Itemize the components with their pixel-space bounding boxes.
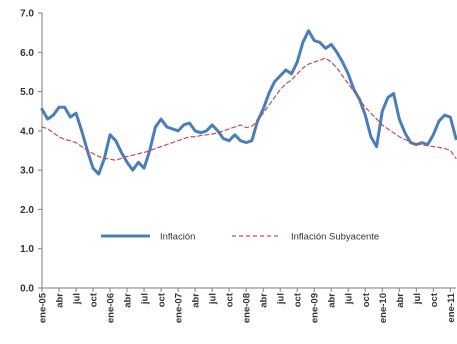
- x-tick-label: ene-08: [242, 293, 253, 323]
- x-tick-label: ene-11: [446, 292, 457, 322]
- x-tick-label: abr: [123, 293, 134, 308]
- x-tick-label: oct: [89, 292, 100, 307]
- x-tick-label: jul: [208, 293, 219, 305]
- y-tick-label: 5.0: [20, 87, 34, 98]
- x-tick-label: oct: [361, 292, 372, 307]
- series-line-inflacion: [40, 29, 457, 176]
- y-tick-label: 1.0: [20, 244, 34, 255]
- x-tick-label: jul: [412, 293, 423, 305]
- x-tick-label: jul: [140, 293, 151, 305]
- x-tick-label: ene-10: [378, 293, 389, 323]
- x-axis: ene-05 abr jul oct ene-06 abr jul oct ene-07 abr j…: [38, 287, 457, 323]
- x-tick-label: ene-09: [310, 293, 321, 323]
- series-line-inflacion-subyacente: [41, 57, 457, 161]
- x-tick-label: jul: [72, 293, 83, 305]
- x-tick-label: ene-07: [174, 293, 185, 323]
- x-tick-label: abr: [327, 293, 338, 308]
- x-tick-label: abr: [395, 293, 406, 308]
- x-tick-label: oct: [157, 292, 168, 307]
- y-tick-label: 6.0: [20, 48, 34, 59]
- y-tick-label: 7.0: [20, 9, 34, 20]
- x-tick-label: abr: [55, 293, 66, 308]
- x-tick-label: ene-06: [106, 293, 117, 323]
- plot-lines: [40, 29, 457, 176]
- legend: Inflación Inflación Subyacente: [101, 232, 379, 243]
- legend-label-inflacion-subyacente: Inflación Subyacente: [291, 232, 379, 243]
- y-axis: 0.0 1.0 2.0 3.0 4.0 5.0 6.0 7.0: [20, 9, 43, 295]
- x-tick-label: oct: [429, 292, 440, 307]
- y-tick-label: 0.0: [20, 284, 34, 295]
- y-tick-label: 3.0: [20, 166, 34, 177]
- x-tick-label: jul: [276, 293, 287, 305]
- x-tick-label: abr: [259, 293, 270, 308]
- x-tick-label: oct: [293, 292, 304, 307]
- y-tick-label: 4.0: [20, 126, 34, 137]
- x-tick-label: abr: [191, 293, 202, 308]
- legend-label-inflacion: Inflación: [160, 232, 195, 243]
- x-tick-label: jul: [344, 293, 355, 305]
- y-tick-label: 2.0: [20, 205, 34, 216]
- x-tick-label: ene-05: [38, 292, 49, 323]
- x-tick-label: oct: [225, 292, 236, 307]
